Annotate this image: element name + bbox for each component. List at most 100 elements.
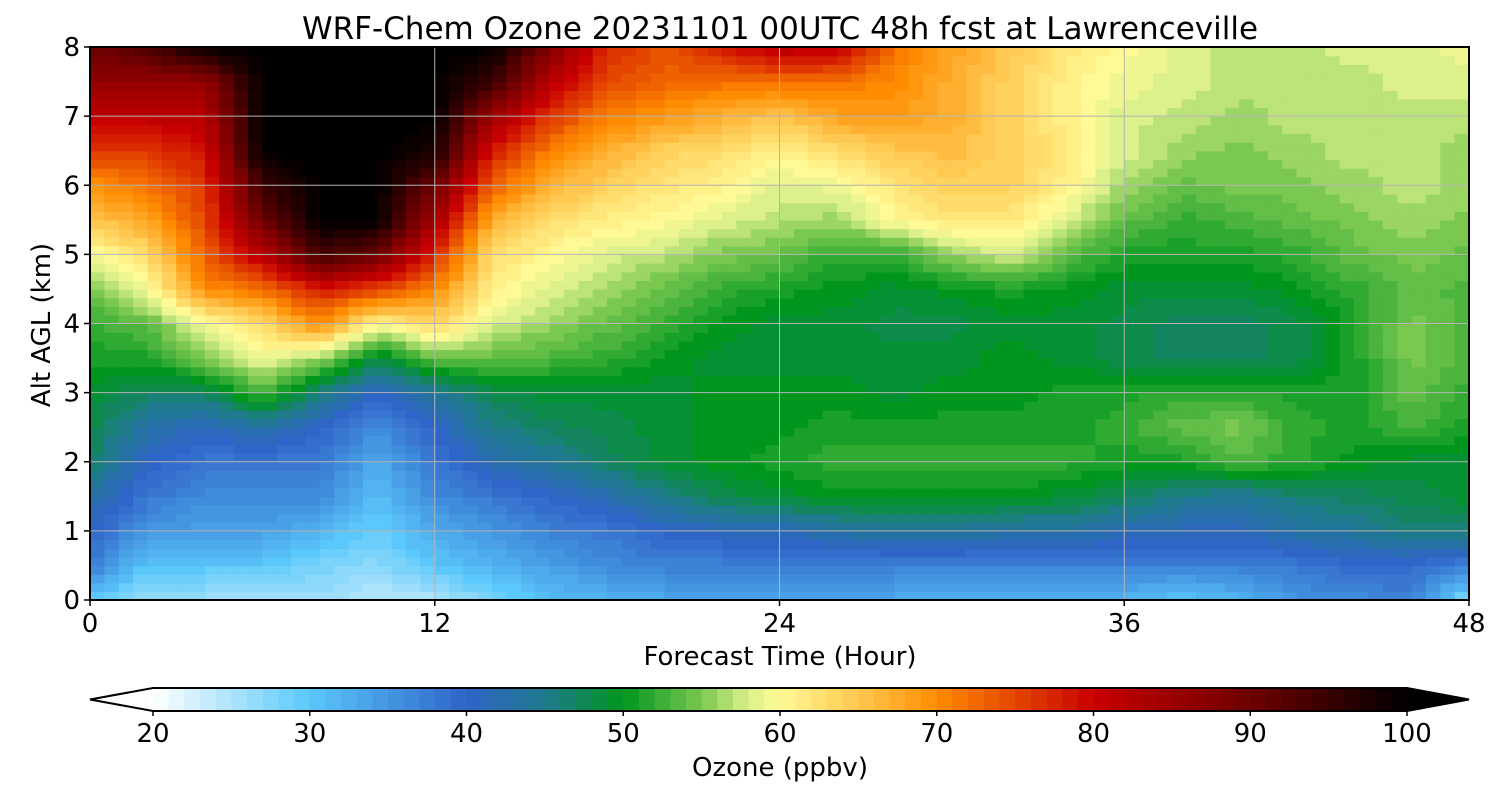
- heatmap-cell: [894, 504, 910, 515]
- heatmap-cell: [736, 340, 752, 351]
- heatmap-cell: [1368, 237, 1384, 247]
- heatmap-cell: [305, 314, 321, 325]
- heatmap-cell: [865, 470, 881, 480]
- heatmap-cell: [1267, 349, 1283, 359]
- heatmap-cell: [1109, 548, 1125, 558]
- heatmap-cell: [836, 504, 853, 515]
- heatmap-cell: [578, 332, 594, 342]
- heatmap-cell: [90, 479, 106, 489]
- heatmap-cell: [1224, 565, 1240, 575]
- heatmap-cell: [233, 409, 249, 420]
- heatmap-cell: [176, 556, 192, 567]
- heatmap-cell: [233, 435, 249, 446]
- heatmap-cell: [276, 228, 292, 238]
- heatmap-cell: [1181, 461, 1197, 472]
- heatmap-cell: [1124, 167, 1140, 178]
- heatmap-cell: [1038, 349, 1054, 359]
- heatmap-cell: [750, 193, 766, 204]
- heatmap-cell: [1167, 202, 1183, 212]
- heatmap-cell: [1109, 358, 1125, 368]
- heatmap-cell: [808, 530, 824, 541]
- heatmap-cell: [793, 565, 809, 575]
- heatmap-cell: [1196, 548, 1212, 558]
- heatmap-cell: [420, 323, 436, 333]
- heatmap-cell: [477, 375, 493, 385]
- heatmap-cell: [391, 211, 407, 221]
- heatmap-cell: [1296, 185, 1312, 195]
- heatmap-cell: [1009, 574, 1025, 584]
- heatmap-cell: [276, 193, 292, 204]
- heatmap-cell: [1023, 358, 1039, 368]
- heatmap-cell: [377, 496, 393, 506]
- heatmap-cell: [1411, 219, 1427, 230]
- heatmap-cell: [1167, 332, 1183, 342]
- heatmap-cell: [966, 582, 982, 593]
- heatmap-cell: [1339, 297, 1355, 307]
- heatmap-cell: [233, 401, 249, 411]
- heatmap-cell: [1152, 254, 1169, 264]
- heatmap-cell: [348, 461, 364, 472]
- heatmap-cell: [1224, 245, 1240, 256]
- heatmap-cell: [1124, 591, 1140, 600]
- heatmap-cell: [90, 366, 106, 377]
- heatmap-cell: [1253, 418, 1269, 428]
- heatmap-cell: [607, 263, 623, 273]
- heatmap-cell: [750, 176, 766, 186]
- heatmap-cell: [607, 401, 623, 411]
- heatmap-cell: [1196, 211, 1212, 221]
- heatmap-cell: [506, 185, 522, 195]
- heatmap-cell: [391, 470, 407, 480]
- heatmap-cell: [779, 314, 795, 325]
- heatmap-cell: [1109, 228, 1125, 238]
- heatmap-cell: [420, 245, 436, 256]
- heatmap-cell: [980, 504, 996, 515]
- heatmap-cell: [822, 383, 838, 394]
- heatmap-cell: [607, 280, 623, 290]
- heatmap-cell: [1138, 366, 1154, 377]
- heatmap-cell: [1038, 254, 1054, 264]
- heatmap-cell: [693, 176, 709, 186]
- heatmap-cell: [1052, 375, 1068, 385]
- heatmap-cell: [420, 211, 436, 221]
- heatmap-cell: [793, 288, 809, 299]
- heatmap-cell: [233, 496, 249, 506]
- heatmap-cell: [923, 496, 939, 506]
- heatmap-cell: [693, 366, 709, 377]
- heatmap-cell: [951, 522, 967, 532]
- heatmap-cell: [923, 150, 939, 161]
- heatmap-cell: [750, 470, 766, 480]
- heatmap-cell: [1296, 470, 1312, 480]
- heatmap-cell: [1138, 193, 1154, 204]
- heatmap-cell: [836, 513, 853, 523]
- heatmap-cell: [506, 314, 522, 325]
- heatmap-cell: [693, 453, 709, 463]
- heatmap-cell: [693, 219, 709, 230]
- heatmap-cell: [736, 366, 752, 377]
- heatmap-cell: [549, 539, 565, 549]
- heatmap-cell: [664, 513, 680, 523]
- heatmap-cell: [1224, 548, 1240, 558]
- heatmap-cell: [1167, 176, 1183, 186]
- heatmap-cell: [319, 340, 335, 351]
- heatmap-cell: [1109, 504, 1125, 515]
- heatmap-cell: [104, 409, 120, 420]
- heatmap-cell: [276, 453, 292, 463]
- heatmap-cell: [1282, 461, 1298, 472]
- heatmap-cell: [1310, 496, 1327, 506]
- heatmap-cell: [894, 193, 910, 204]
- heatmap-cell: [1411, 167, 1427, 178]
- heatmap-cell: [492, 461, 508, 472]
- heatmap-cell: [520, 297, 536, 307]
- heatmap-cell: [420, 504, 436, 515]
- heatmap-cell: [1267, 582, 1283, 593]
- heatmap-cell: [449, 444, 465, 454]
- heatmap-cell: [693, 418, 709, 428]
- heatmap-cell: [449, 582, 465, 593]
- heatmap-cell: [592, 280, 608, 290]
- heatmap-cell: [377, 271, 393, 281]
- heatmap-cell: [592, 340, 608, 351]
- heatmap-cell: [334, 496, 350, 506]
- heatmap-cell: [1296, 513, 1312, 523]
- heatmap-cell: [377, 487, 393, 498]
- heatmap-cell: [506, 556, 522, 567]
